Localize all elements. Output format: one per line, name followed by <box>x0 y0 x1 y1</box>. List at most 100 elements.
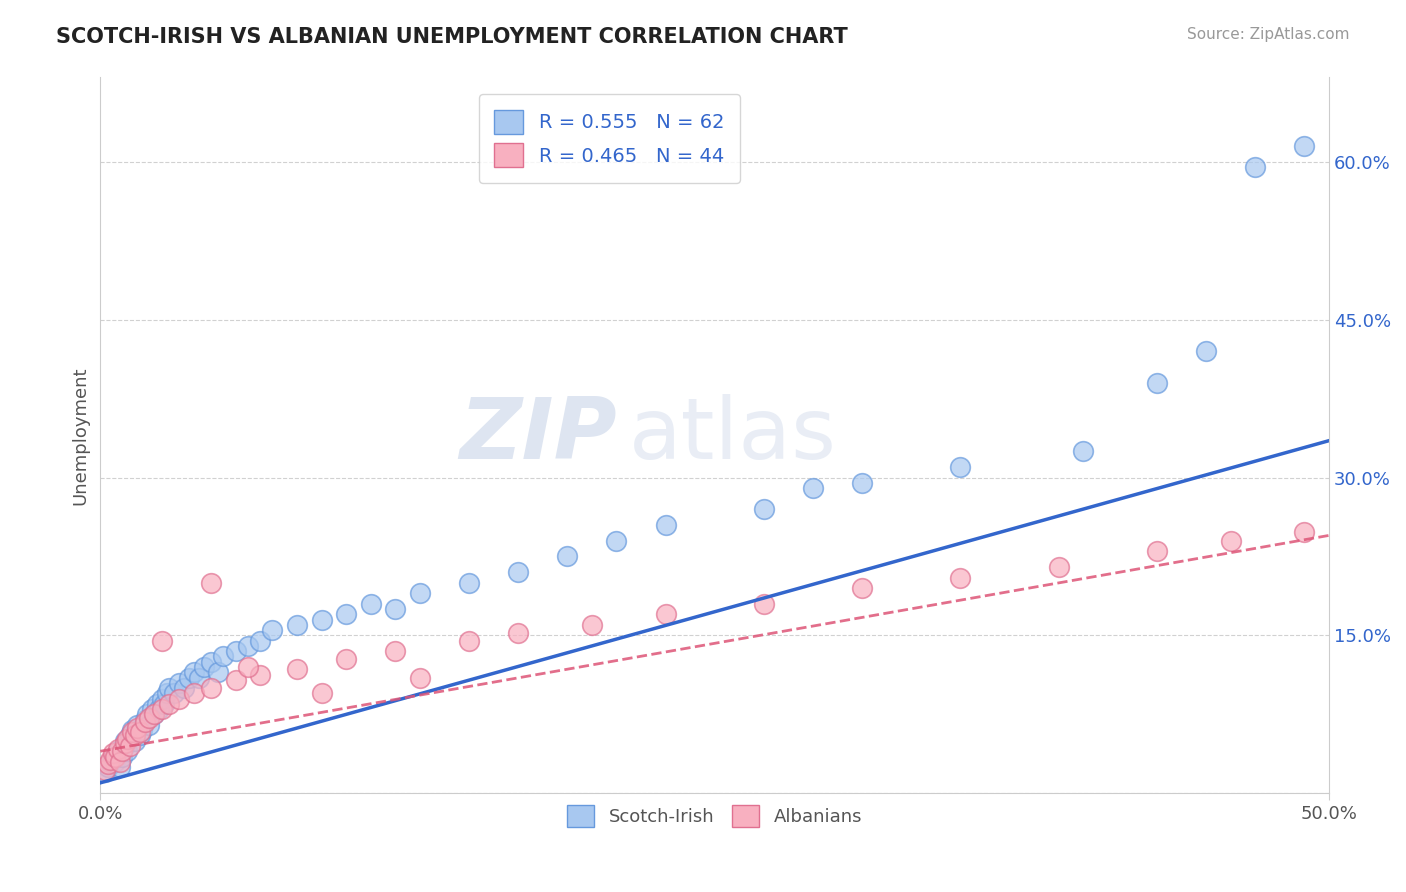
Point <box>207 665 229 680</box>
Point <box>335 651 357 665</box>
Point <box>97 760 120 774</box>
Y-axis label: Unemployment: Unemployment <box>72 366 89 505</box>
Point <box>111 749 134 764</box>
Point <box>111 744 134 758</box>
Point <box>94 765 117 780</box>
Point <box>121 725 143 739</box>
Legend: Scotch-Irish, Albanians: Scotch-Irish, Albanians <box>560 798 869 834</box>
Point <box>128 728 150 742</box>
Point <box>138 710 160 724</box>
Point <box>409 671 432 685</box>
Point <box>506 566 529 580</box>
Point <box>167 675 190 690</box>
Point <box>108 760 131 774</box>
Text: ZIP: ZIP <box>458 394 616 477</box>
Point <box>200 681 222 695</box>
Point <box>114 733 136 747</box>
Point <box>101 749 124 764</box>
Point <box>138 718 160 732</box>
Point <box>224 673 246 687</box>
Point <box>163 686 186 700</box>
Point <box>124 728 146 742</box>
Point <box>97 756 120 771</box>
Point <box>94 763 117 777</box>
Point <box>311 613 333 627</box>
Point <box>262 623 284 637</box>
Point <box>124 733 146 747</box>
Point <box>131 723 153 738</box>
Point <box>117 731 139 746</box>
Point <box>104 755 127 769</box>
Point <box>187 671 209 685</box>
Point <box>654 607 676 622</box>
Point <box>1294 525 1316 540</box>
Point <box>157 697 180 711</box>
Point <box>458 575 481 590</box>
Point <box>167 691 190 706</box>
Point <box>311 686 333 700</box>
Point <box>150 691 173 706</box>
Point <box>107 742 129 756</box>
Point <box>236 639 259 653</box>
Text: atlas: atlas <box>628 394 837 477</box>
Point <box>1195 344 1218 359</box>
Point <box>384 644 406 658</box>
Point <box>249 633 271 648</box>
Point <box>143 707 166 722</box>
Point <box>654 517 676 532</box>
Text: Source: ZipAtlas.com: Source: ZipAtlas.com <box>1187 27 1350 42</box>
Point <box>949 460 972 475</box>
Point <box>136 707 159 722</box>
Point <box>114 739 136 753</box>
Point <box>285 618 308 632</box>
Text: SCOTCH-IRISH VS ALBANIAN UNEMPLOYMENT CORRELATION CHART: SCOTCH-IRISH VS ALBANIAN UNEMPLOYMENT CO… <box>56 27 848 46</box>
Point <box>173 681 195 695</box>
Point <box>98 755 121 769</box>
Point <box>150 633 173 648</box>
Point <box>148 702 170 716</box>
Point <box>1146 544 1168 558</box>
Point <box>118 739 141 753</box>
Point <box>157 681 180 695</box>
Point <box>183 686 205 700</box>
Point <box>107 744 129 758</box>
Point <box>134 714 156 729</box>
Point <box>851 475 873 490</box>
Point <box>127 721 149 735</box>
Point <box>141 702 163 716</box>
Point <box>193 660 215 674</box>
Point <box>128 725 150 739</box>
Point <box>1219 533 1241 548</box>
Point <box>200 575 222 590</box>
Point <box>506 626 529 640</box>
Point <box>98 753 121 767</box>
Point <box>458 633 481 648</box>
Point <box>581 618 603 632</box>
Point <box>146 697 169 711</box>
Point <box>360 597 382 611</box>
Point <box>384 602 406 616</box>
Point <box>183 665 205 680</box>
Point <box>153 697 176 711</box>
Point <box>108 755 131 769</box>
Point <box>212 649 235 664</box>
Point <box>1294 139 1316 153</box>
Point <box>114 736 136 750</box>
Point <box>752 502 775 516</box>
Point <box>143 707 166 722</box>
Point <box>249 668 271 682</box>
Point <box>1244 160 1267 174</box>
Point <box>335 607 357 622</box>
Point <box>752 597 775 611</box>
Point <box>121 723 143 738</box>
Point <box>134 713 156 727</box>
Point <box>224 644 246 658</box>
Point <box>555 549 578 564</box>
Point <box>949 570 972 584</box>
Point <box>1146 376 1168 390</box>
Point <box>104 749 127 764</box>
Point <box>236 660 259 674</box>
Point <box>605 533 627 548</box>
Point <box>1071 444 1094 458</box>
Point <box>156 686 179 700</box>
